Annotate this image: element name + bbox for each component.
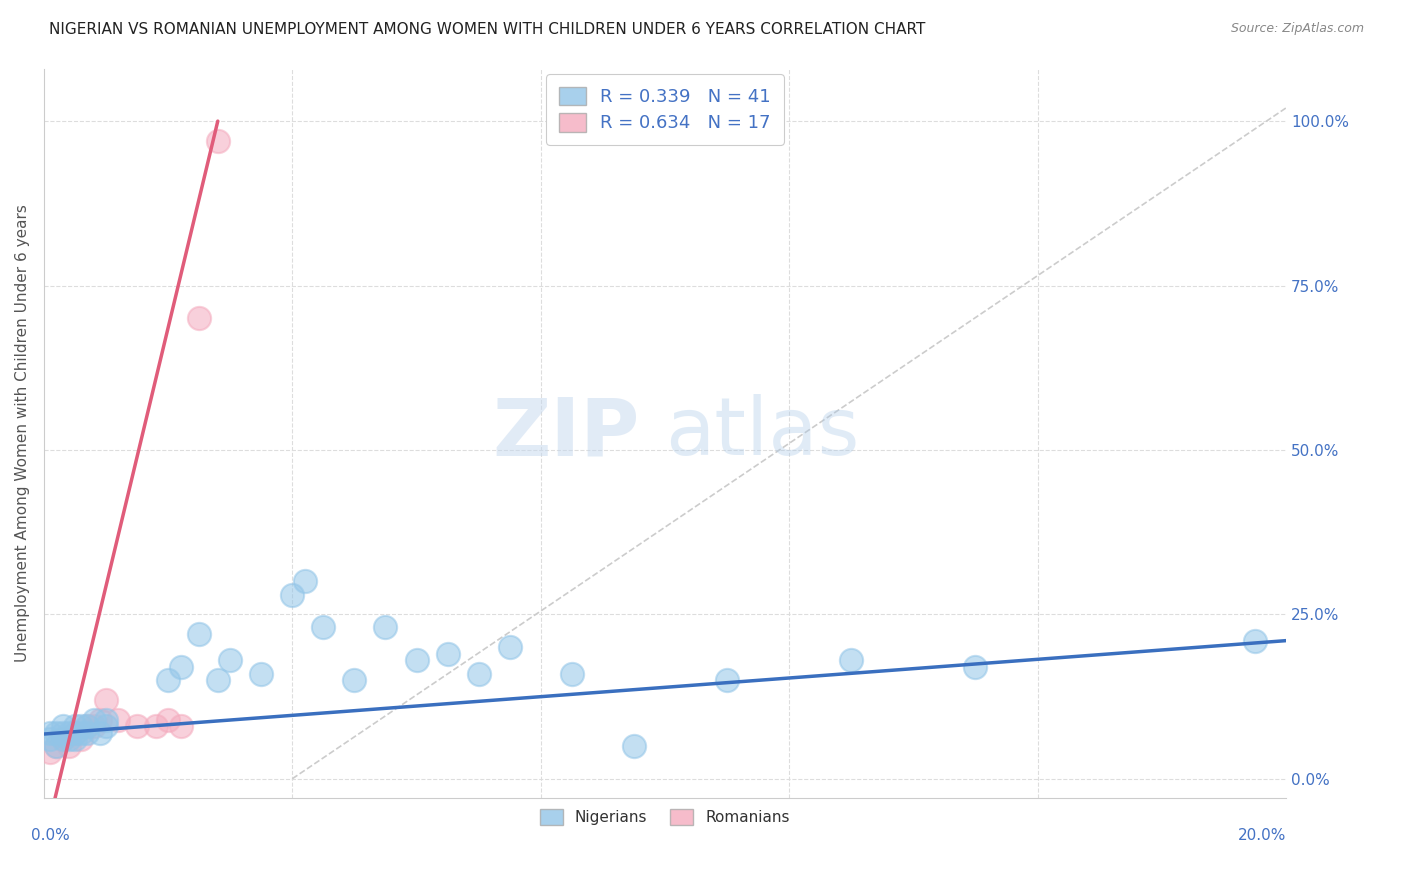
Point [45, 739, 67, 753]
Point [83, 719, 105, 733]
Text: Source: ZipAtlas.com: Source: ZipAtlas.com [1230, 22, 1364, 36]
Point [219, 653, 242, 667]
Point [39, 746, 62, 760]
Point [70, 725, 93, 739]
Point [498, 640, 520, 655]
Point [467, 666, 489, 681]
Legend: Nigerians, Romanians: Nigerians, Romanians [534, 803, 796, 831]
Point [281, 588, 304, 602]
Point [716, 673, 738, 687]
Point [70, 732, 93, 747]
Point [94, 719, 117, 733]
Point [39, 732, 62, 747]
Point [76, 725, 98, 739]
Point [58, 732, 80, 747]
Point [58, 739, 80, 753]
Point [63, 719, 86, 733]
Point [39, 725, 62, 739]
Point [374, 620, 396, 634]
Point [623, 739, 645, 753]
Point [436, 647, 458, 661]
Point [207, 673, 229, 687]
Point [169, 719, 191, 733]
Point [312, 620, 335, 634]
Point [107, 713, 129, 727]
Point [63, 725, 86, 739]
Point [561, 666, 583, 681]
Point [188, 311, 211, 326]
Point [89, 725, 111, 739]
Point [839, 653, 862, 667]
Point [94, 713, 117, 727]
Point [405, 653, 427, 667]
Text: 0.0%: 0.0% [31, 828, 70, 843]
Point [145, 719, 167, 733]
Point [125, 719, 148, 733]
Point [63, 732, 86, 747]
Point [51, 732, 73, 747]
Point [83, 713, 105, 727]
Point [70, 719, 93, 733]
Point [76, 719, 98, 733]
Point [89, 713, 111, 727]
Point [157, 673, 180, 687]
Point [51, 732, 73, 747]
Point [965, 660, 987, 674]
Y-axis label: Unemployment Among Women with Children Under 6 years: Unemployment Among Women with Children U… [15, 204, 30, 663]
Point [51, 725, 73, 739]
Point [63, 725, 86, 739]
Point [76, 719, 98, 733]
Point [45, 725, 67, 739]
Text: NIGERIAN VS ROMANIAN UNEMPLOYMENT AMONG WOMEN WITH CHILDREN UNDER 6 YEARS CORREL: NIGERIAN VS ROMANIAN UNEMPLOYMENT AMONG … [49, 22, 925, 37]
Text: atlas: atlas [665, 394, 859, 473]
Point [1244, 633, 1267, 648]
Point [45, 739, 67, 753]
Text: 20.0%: 20.0% [1237, 828, 1286, 843]
Point [58, 725, 80, 739]
Point [51, 719, 73, 733]
Point [94, 693, 117, 707]
Point [207, 134, 229, 148]
Point [169, 660, 191, 674]
Text: ZIP: ZIP [494, 394, 640, 473]
Point [250, 666, 273, 681]
Point [343, 673, 366, 687]
Point [157, 713, 180, 727]
Point [294, 574, 316, 589]
Point [188, 627, 211, 641]
